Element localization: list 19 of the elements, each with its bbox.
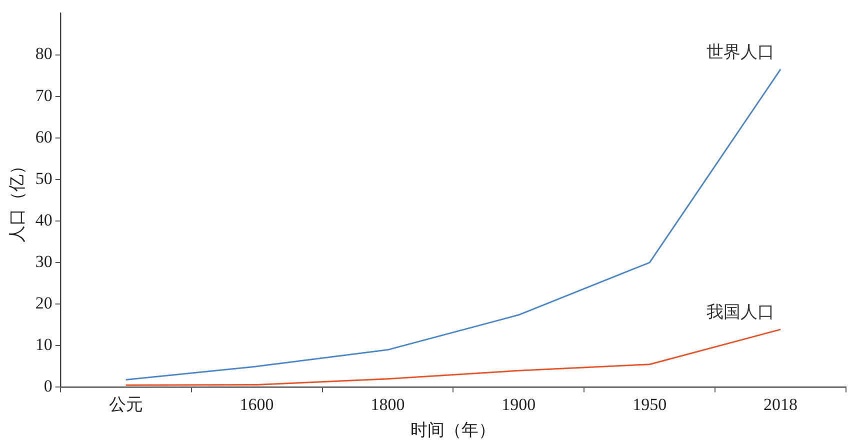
series-label: 世界人口 (706, 42, 775, 62)
y-tick-label: 50 (35, 168, 52, 188)
series-label: 我国人口 (706, 302, 775, 322)
x-tick-label: 1900 (502, 394, 536, 414)
x-tick-label: 2018 (764, 394, 798, 414)
y-tick-label: 10 (35, 335, 52, 354)
y-tick-label: 0 (44, 376, 52, 396)
x-tick-label: 1600 (240, 394, 274, 414)
x-axis-title: 时间（年） (410, 420, 496, 440)
x-tick-label: 1950 (632, 394, 667, 414)
y-axis-title: 人口（亿） (8, 158, 27, 243)
y-tick-label: 30 (35, 252, 52, 271)
y-tick-label: 40 (35, 210, 52, 230)
y-tick-label: 80 (35, 44, 52, 64)
y-tick-label: 60 (35, 127, 52, 146)
x-tick-label: 公元 (108, 394, 143, 414)
y-tick-label: 20 (35, 294, 52, 313)
x-tick-label: 1800 (370, 394, 405, 414)
y-tick-label: 70 (35, 86, 52, 105)
